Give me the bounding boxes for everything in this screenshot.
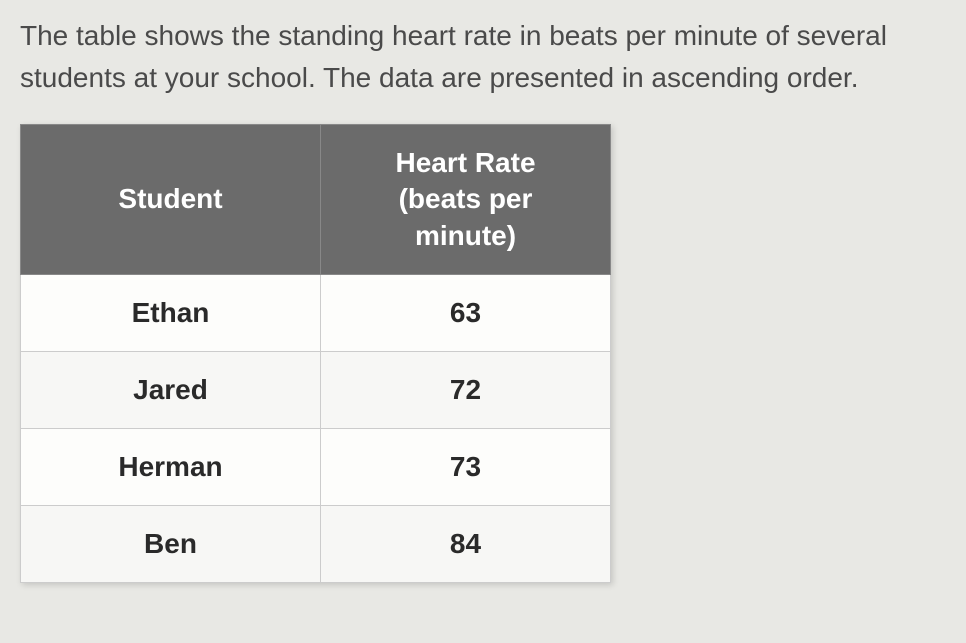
heart-rate-table: Student Heart Rate (beats per minute) Et… xyxy=(20,124,611,583)
cell-heart-rate: 84 xyxy=(321,506,611,583)
table-row: Herman 73 xyxy=(21,429,611,506)
problem-description: The table shows the standing heart rate … xyxy=(20,15,946,99)
cell-heart-rate: 72 xyxy=(321,352,611,429)
table-row: Ben 84 xyxy=(21,506,611,583)
header-heart-rate-line2: (beats per xyxy=(399,183,533,214)
cell-heart-rate: 73 xyxy=(321,429,611,506)
cell-student: Ethan xyxy=(21,275,321,352)
header-heart-rate-line3: minute) xyxy=(415,220,516,251)
cell-heart-rate: 63 xyxy=(321,275,611,352)
header-heart-rate-line1: Heart Rate xyxy=(395,147,535,178)
table-row: Ethan 63 xyxy=(21,275,611,352)
column-header-student: Student xyxy=(21,125,321,275)
table-row: Jared 72 xyxy=(21,352,611,429)
cell-student: Jared xyxy=(21,352,321,429)
table-header-row: Student Heart Rate (beats per minute) xyxy=(21,125,611,275)
cell-student: Ben xyxy=(21,506,321,583)
cell-student: Herman xyxy=(21,429,321,506)
column-header-heart-rate: Heart Rate (beats per minute) xyxy=(321,125,611,275)
